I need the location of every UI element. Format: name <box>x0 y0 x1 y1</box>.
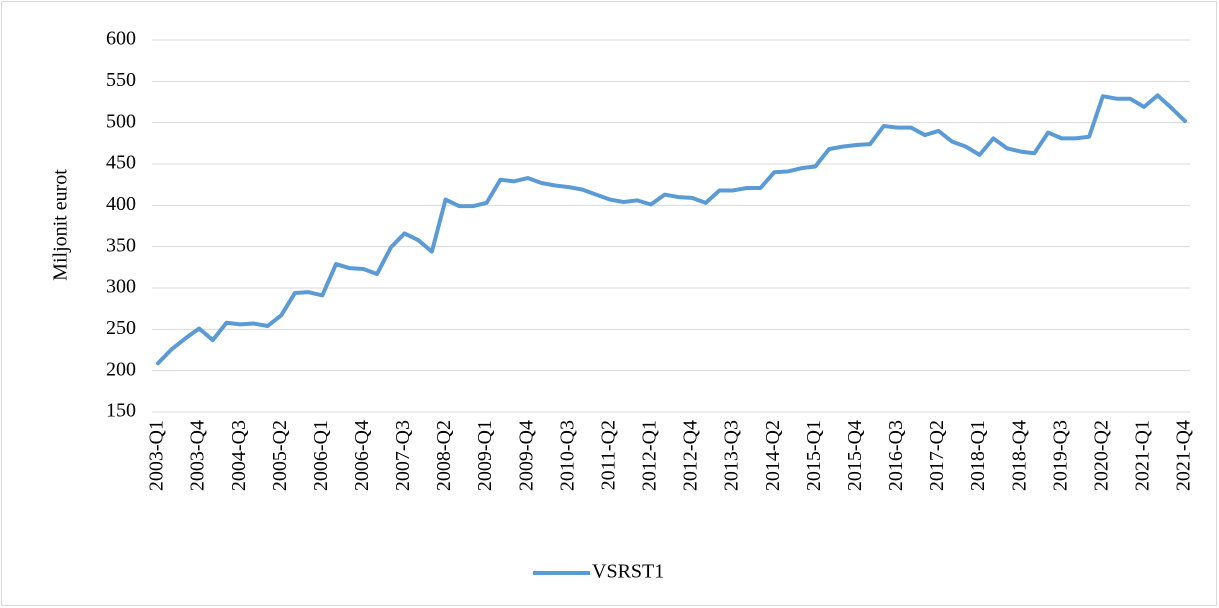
x-tick-label: 2017-Q2 <box>926 420 948 491</box>
x-tick-label: 2009-Q4 <box>515 420 537 491</box>
x-tick-label: 2021-Q1 <box>1132 420 1154 491</box>
x-tick-label: 2020-Q2 <box>1090 420 1112 491</box>
x-tick-label: 2019-Q3 <box>1049 420 1071 491</box>
y-tick-label: 300 <box>106 276 136 298</box>
y-axis-label: Miljonit eurot <box>50 169 72 281</box>
y-tick-label: 500 <box>106 110 136 132</box>
x-tick-label: 2003-Q4 <box>187 420 209 491</box>
x-tick-label: 2009-Q1 <box>474 420 496 491</box>
x-tick-label: 2004-Q3 <box>228 420 250 491</box>
x-tick-label: 2012-Q1 <box>639 420 661 491</box>
y-tick-label: 550 <box>106 69 136 91</box>
y-tick-label: 200 <box>106 358 136 380</box>
y-tick-label: 400 <box>106 193 136 215</box>
x-tick-label: 2018-Q1 <box>967 420 989 491</box>
legend-label: VSRST1 <box>592 561 664 583</box>
y-tick-label: 150 <box>106 400 136 422</box>
x-tick-label: 2011-Q2 <box>597 420 619 490</box>
x-tick-label: 2007-Q3 <box>392 420 414 491</box>
x-tick-label: 2003-Q1 <box>146 420 168 491</box>
x-tick-label: 2006-Q4 <box>351 420 373 491</box>
x-tick-label: 2014-Q2 <box>762 420 784 491</box>
x-tick-label: 2005-Q2 <box>269 420 291 491</box>
y-tick-label: 450 <box>106 152 136 174</box>
line-series <box>156 93 1187 366</box>
x-tick-label: 2015-Q4 <box>844 420 866 491</box>
x-tick-label: 2013-Q3 <box>721 420 743 491</box>
x-tick-label: 2012-Q4 <box>680 420 702 491</box>
y-tick-label: 250 <box>106 317 136 339</box>
x-tick-label: 2008-Q2 <box>433 420 455 491</box>
y-tick-label: 350 <box>106 234 136 256</box>
x-tick-label: 2018-Q4 <box>1008 420 1030 491</box>
x-tick-label: 2016-Q3 <box>885 420 907 491</box>
x-tick-label: 2006-Q1 <box>310 420 332 491</box>
x-tick-label: 2021-Q4 <box>1173 420 1195 491</box>
x-tick-label: 2010-Q3 <box>556 420 578 491</box>
y-tick-label: 600 <box>106 28 136 50</box>
x-tick-label: 2015-Q1 <box>803 420 825 491</box>
